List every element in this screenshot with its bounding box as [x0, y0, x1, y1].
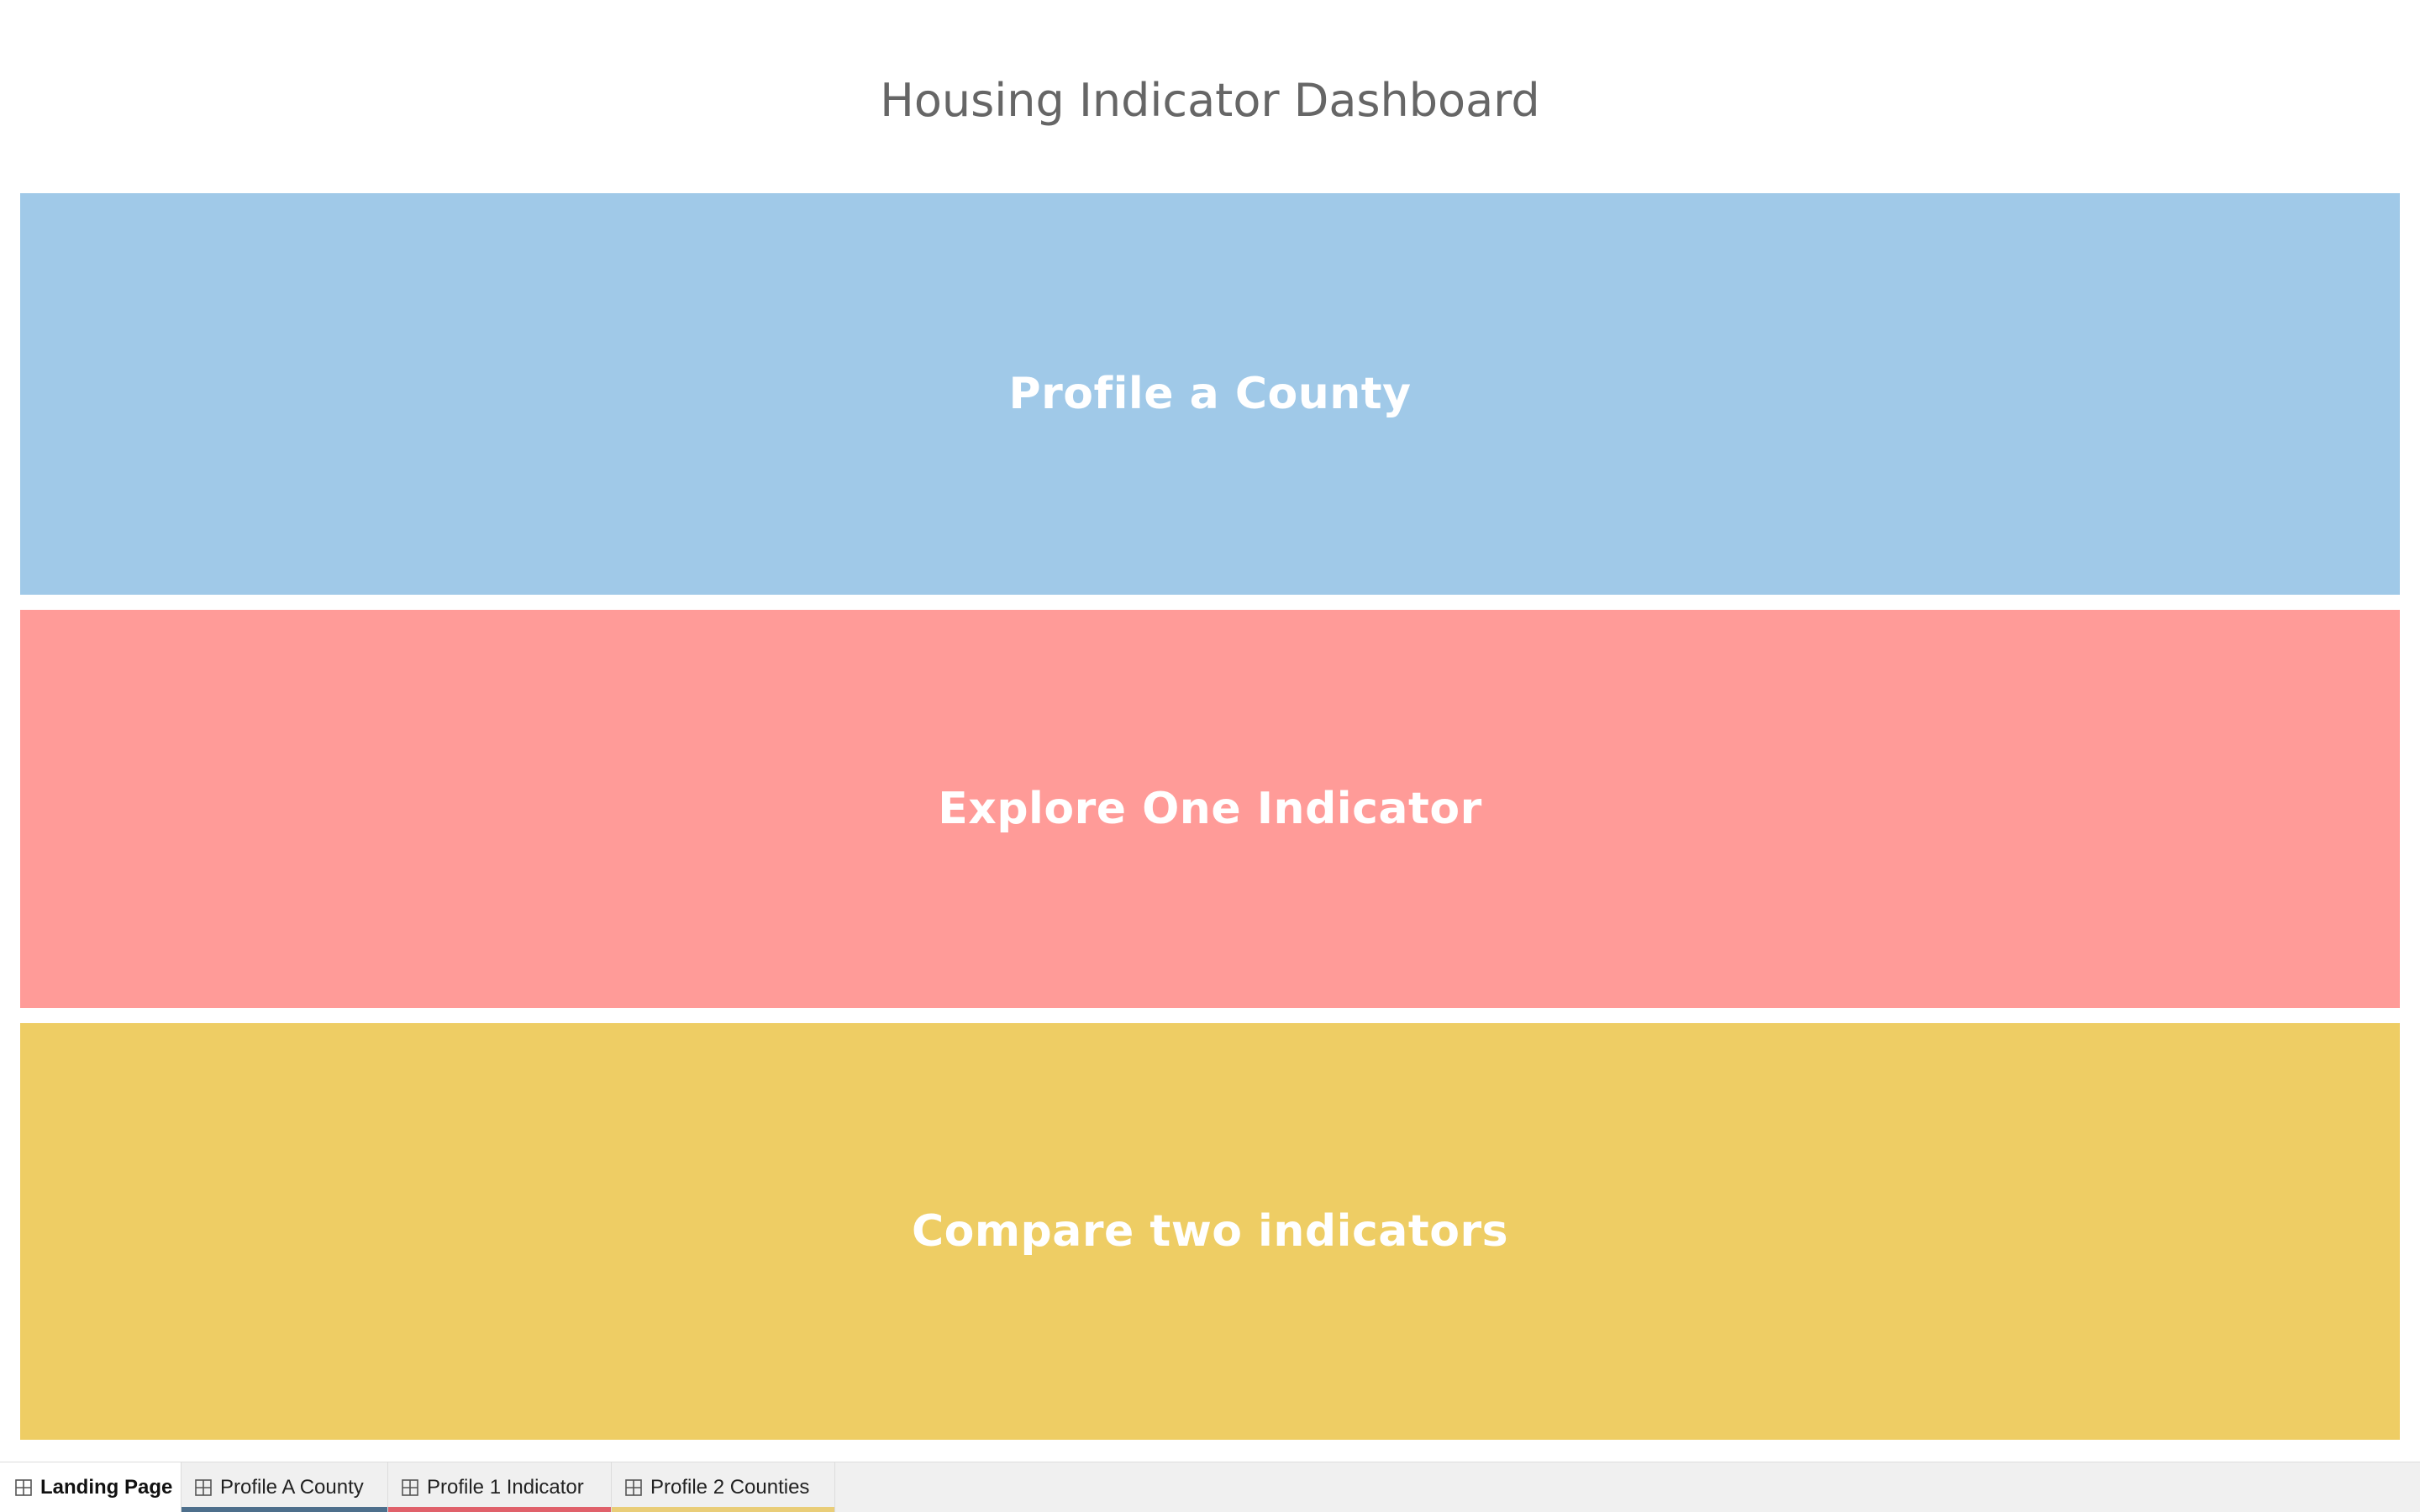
dashboard-grid-icon — [195, 1479, 212, 1496]
tab-color-indicator — [612, 1507, 834, 1512]
dashboard-grid-icon — [15, 1479, 32, 1496]
tab-landing-page[interactable]: Landing Page — [0, 1462, 182, 1512]
profile-county-label: Profile a County — [1008, 369, 1412, 419]
tab-label: Landing Page — [40, 1476, 173, 1499]
tab-profile-a-county[interactable]: Profile A County — [182, 1462, 388, 1512]
dashboard-grid-icon — [625, 1479, 642, 1496]
dashboard-grid-icon — [402, 1479, 418, 1496]
tab-profile-2-counties[interactable]: Profile 2 Counties — [612, 1462, 835, 1512]
tab-label: Profile A County — [220, 1476, 364, 1499]
compare-indicators-label: Compare two indicators — [911, 1206, 1509, 1257]
explore-indicator-label: Explore One Indicator — [938, 784, 1482, 834]
tab-color-indicator — [388, 1507, 611, 1512]
tab-color-indicator — [182, 1507, 387, 1512]
sheet-tab-bar: Landing Page Profile A County Profile 1 … — [0, 1462, 2420, 1512]
tab-label: Profile 1 Indicator — [427, 1476, 584, 1499]
tab-profile-1-indicator[interactable]: Profile 1 Indicator — [388, 1462, 612, 1512]
dashboard-title: Housing Indicator Dashboard — [880, 74, 1540, 127]
profile-county-button[interactable]: Profile a County — [20, 193, 2400, 595]
compare-indicators-button[interactable]: Compare two indicators — [20, 1023, 2400, 1440]
tab-label: Profile 2 Counties — [650, 1476, 810, 1499]
explore-indicator-button[interactable]: Explore One Indicator — [20, 610, 2400, 1008]
